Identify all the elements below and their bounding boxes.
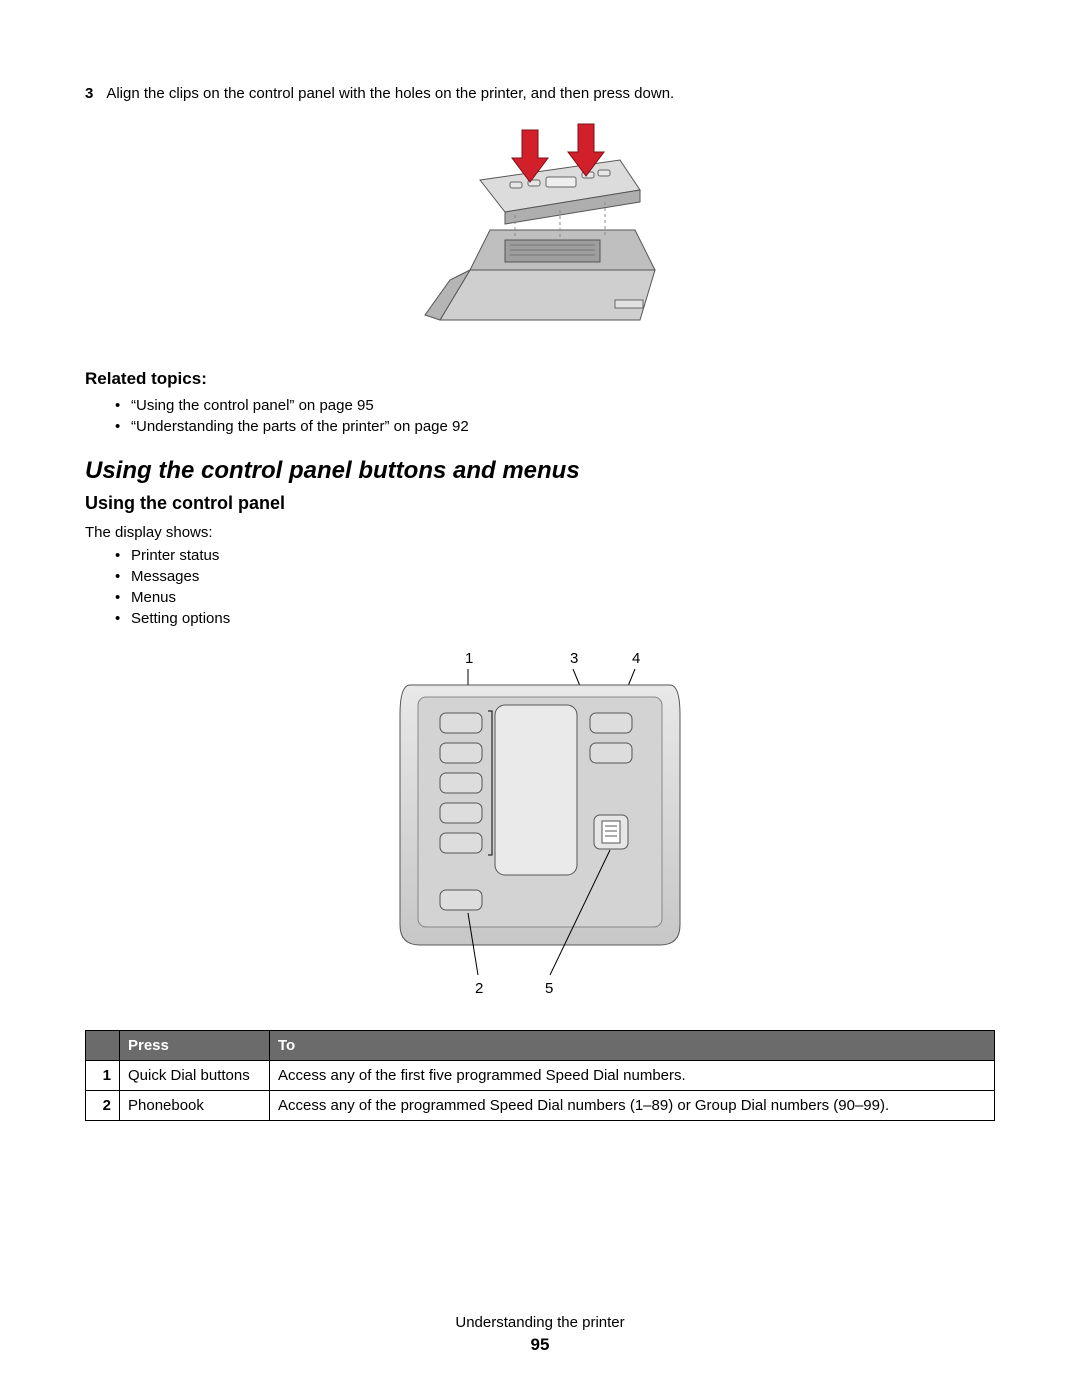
- figure-printer-assembly: [85, 120, 995, 345]
- page-footer: Understanding the printer 95: [0, 1314, 1080, 1355]
- table-cell-to: Access any of the first five programmed …: [270, 1061, 995, 1091]
- display-item: Menus: [115, 589, 995, 606]
- table-row: 2 Phonebook Access any of the programmed…: [86, 1091, 995, 1121]
- control-panel-svg: 1 3 4: [380, 645, 700, 1005]
- printer-assembly-svg: [410, 120, 670, 340]
- table-cell-num: 2: [86, 1091, 120, 1121]
- display-item: Setting options: [115, 610, 995, 627]
- table-cell-press: Phonebook: [120, 1091, 270, 1121]
- display-list: Printer status Messages Menus Setting op…: [115, 547, 995, 627]
- table-cell-num: 1: [86, 1061, 120, 1091]
- table-header-blank: [86, 1031, 120, 1061]
- right-button-2: [590, 743, 632, 763]
- subsection-title: Using the control panel: [85, 493, 995, 514]
- phonebook-button: [440, 890, 482, 910]
- figure-control-panel: 1 3 4: [85, 645, 995, 1010]
- table-header-press: Press: [120, 1031, 270, 1061]
- callout-4: 4: [632, 650, 640, 667]
- page-number: 95: [0, 1335, 1080, 1355]
- page: 3 Align the clips on the control panel w…: [0, 0, 1080, 1397]
- callout-2: 2: [475, 980, 483, 997]
- callout-1: 1: [465, 650, 473, 667]
- table-cell-press: Quick Dial buttons: [120, 1061, 270, 1091]
- right-button-top: [590, 713, 632, 733]
- related-topics-list: “Using the control panel” on page 95 “Un…: [115, 397, 995, 435]
- callout-5: 5: [545, 980, 553, 997]
- table-cell-to: Access any of the programmed Speed Dial …: [270, 1091, 995, 1121]
- footer-chapter: Understanding the printer: [0, 1314, 1080, 1331]
- display-intro: The display shows:: [85, 524, 995, 541]
- section-title: Using the control panel buttons and menu…: [85, 457, 995, 485]
- related-topics-heading: Related topics:: [85, 369, 995, 389]
- table-row: 1 Quick Dial buttons Access any of the f…: [86, 1061, 995, 1091]
- callout-3: 3: [570, 650, 578, 667]
- related-topic-item: “Using the control panel” on page 95: [115, 397, 995, 414]
- display-item: Printer status: [115, 547, 995, 564]
- display-item: Messages: [115, 568, 995, 585]
- phonebook-button-icon: [594, 815, 628, 849]
- related-topic-item: “Understanding the parts of the printer”…: [115, 418, 995, 435]
- step-3-text: Align the clips on the control panel wit…: [106, 85, 674, 102]
- press-to-table: Press To 1 Quick Dial buttons Access any…: [85, 1030, 995, 1121]
- table-header-to: To: [270, 1031, 995, 1061]
- step-3-number: 3: [85, 85, 103, 102]
- step-3-line: 3 Align the clips on the control panel w…: [85, 85, 995, 102]
